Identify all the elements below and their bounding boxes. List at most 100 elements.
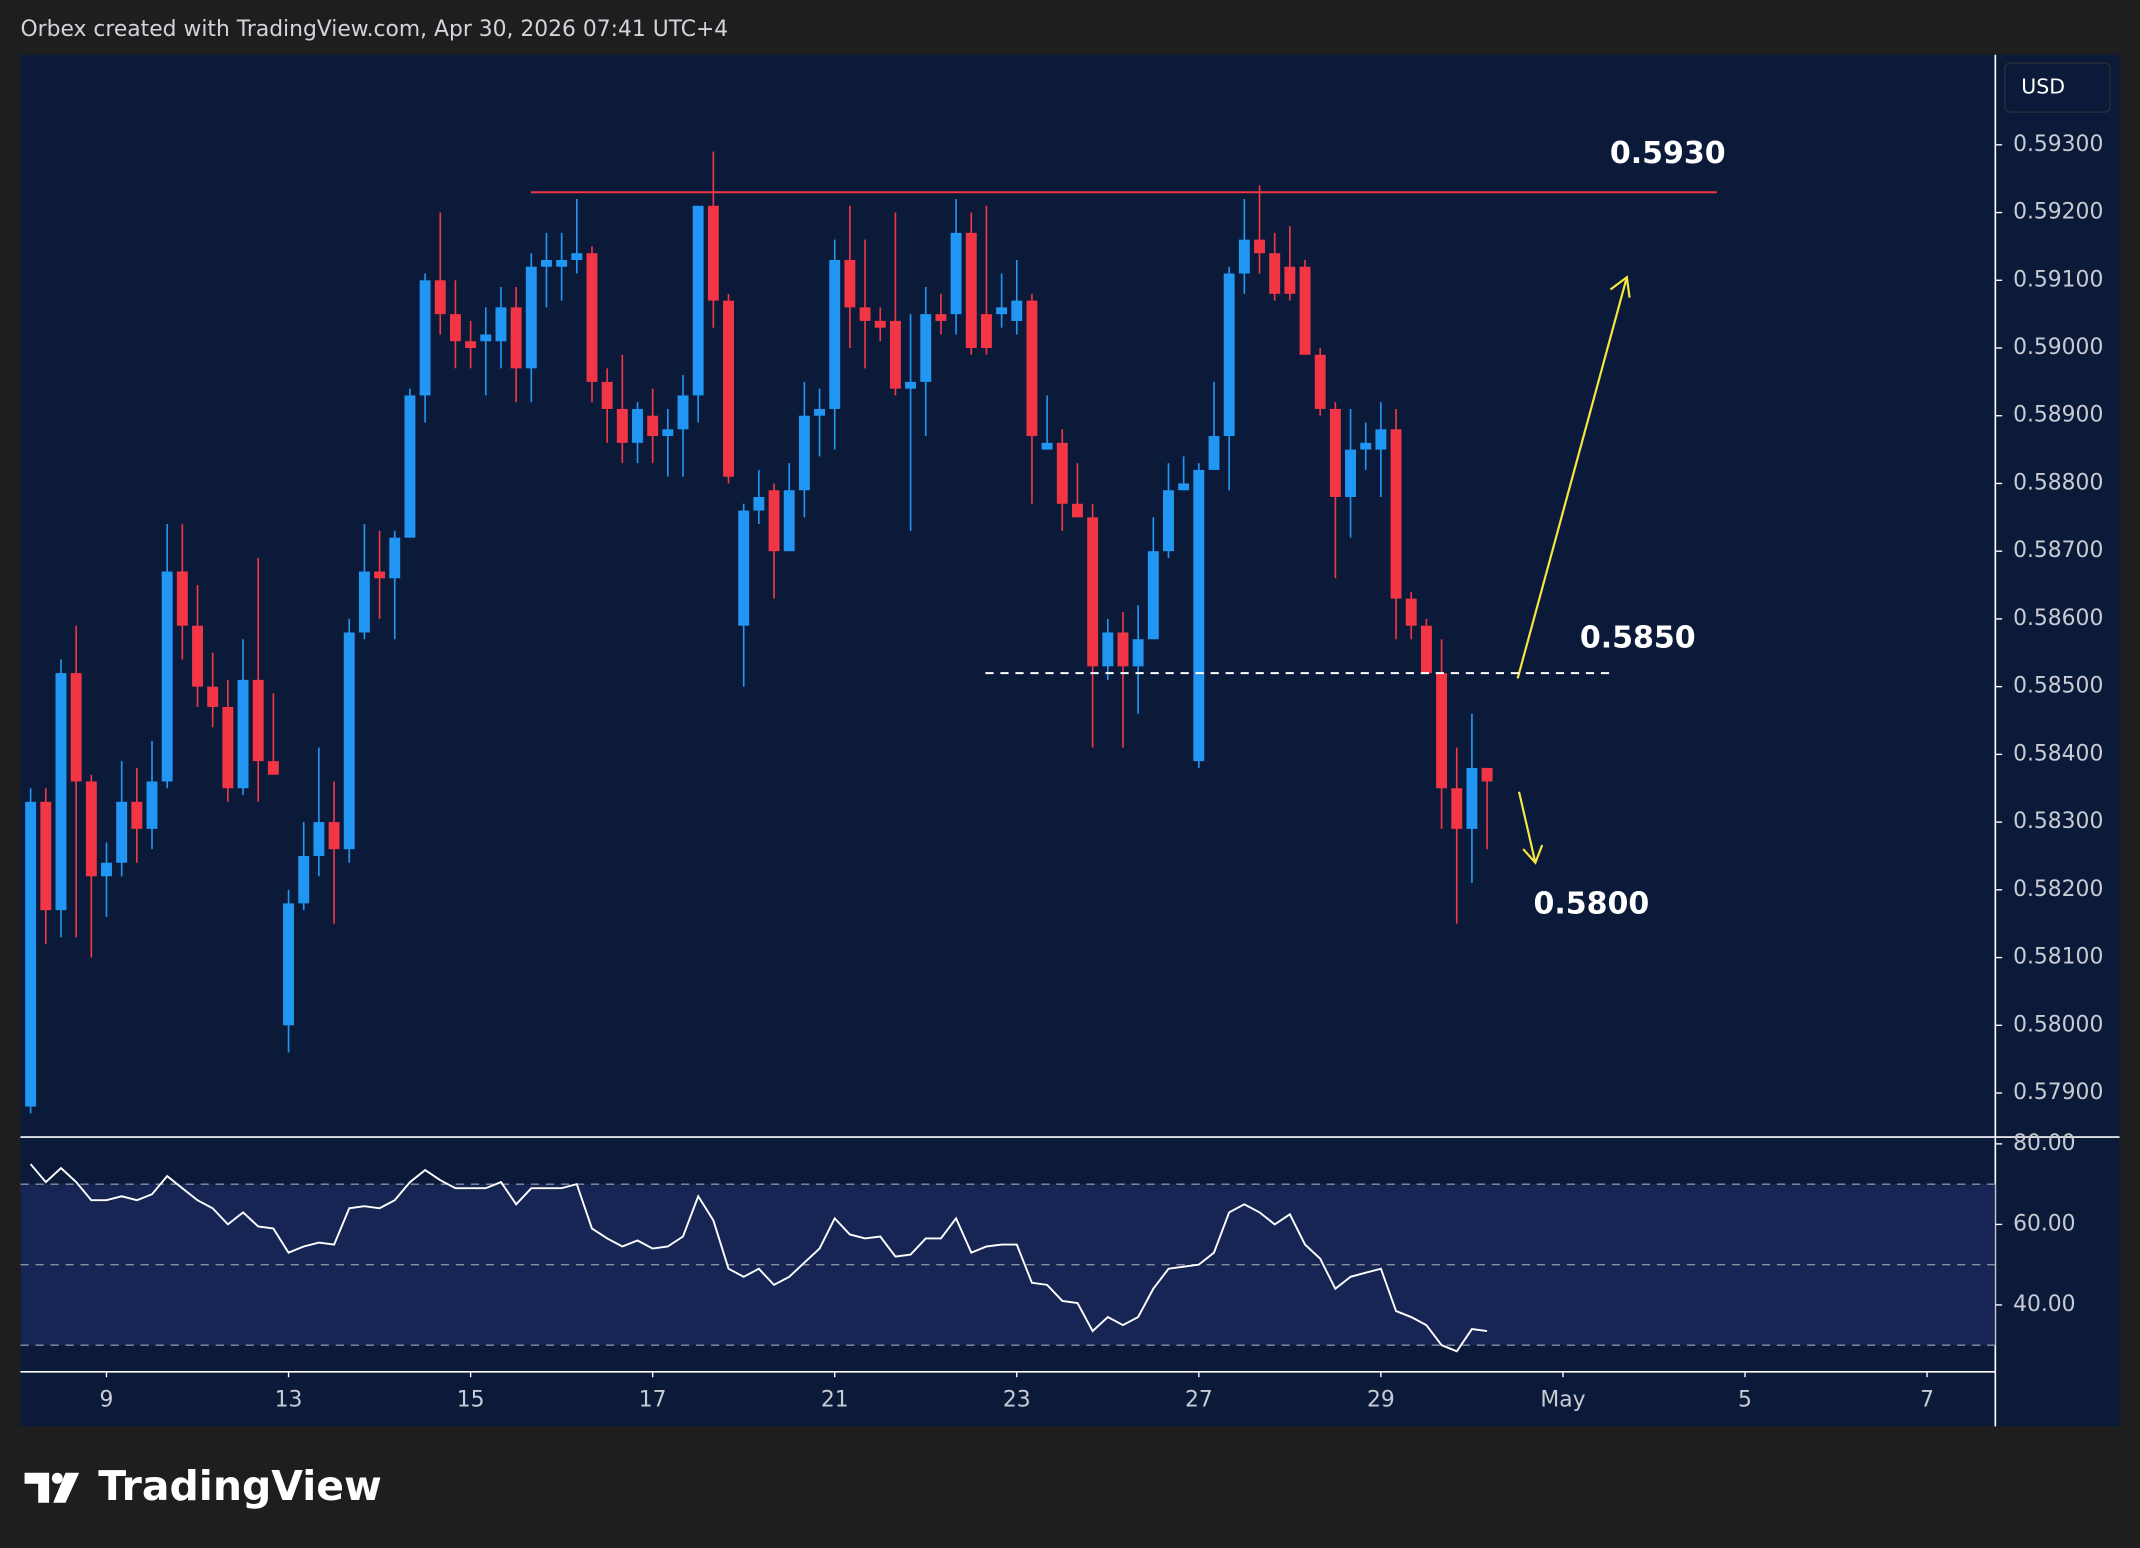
y-tick-label: 0.58900: [2013, 403, 2103, 428]
currency-box[interactable]: [2004, 62, 2111, 113]
candle-body: [1011, 300, 1023, 321]
candle-body: [601, 381, 613, 409]
candle-body: [1041, 442, 1053, 450]
candle-body: [389, 537, 401, 579]
candle-body: [1390, 429, 1402, 599]
candle-body: [25, 801, 37, 1107]
candle-body: [85, 781, 97, 877]
candle-body: [374, 571, 386, 579]
candle-body: [40, 801, 52, 911]
candle-body: [980, 314, 992, 349]
candle-body: [905, 381, 917, 389]
candle-body: [237, 679, 249, 789]
candle-body: [1223, 273, 1235, 437]
candle-body: [343, 632, 355, 850]
y-tick-label: 0.59200: [2013, 200, 2103, 225]
y-tick-label: 80.00: [2013, 1131, 2076, 1156]
candle-body: [889, 320, 901, 389]
candle-body: [768, 490, 780, 552]
candle-body: [1132, 639, 1144, 667]
candle-body: [1102, 632, 1114, 667]
x-tick-label: 27: [1185, 1387, 1213, 1412]
candle-body: [859, 307, 871, 321]
candle-body: [1360, 442, 1372, 450]
candle-body: [874, 320, 886, 328]
candle-body: [723, 300, 734, 477]
candle-body: [131, 801, 143, 829]
candle-body: [920, 314, 932, 382]
rsi-line: [29, 1163, 1488, 1353]
candle-body: [753, 497, 765, 511]
y-tick-label: 60.00: [2013, 1211, 2076, 1236]
candle-body: [1026, 300, 1038, 437]
level-label: 0.5850: [1580, 620, 1696, 655]
candle-body: [935, 314, 947, 321]
x-tick-label: 23: [1003, 1387, 1031, 1412]
candle-body: [1147, 551, 1159, 640]
candle-body: [207, 686, 219, 707]
candle-body: [1072, 503, 1083, 518]
candle-body: [1163, 490, 1174, 552]
candle-body: [1254, 239, 1265, 254]
y-tick-label: 0.57900: [2013, 1080, 2103, 1105]
candle-body: [616, 408, 628, 443]
level-label: 0.5800: [1533, 887, 1649, 922]
candle-body: [965, 232, 977, 349]
candle-body: [829, 259, 841, 409]
candle-body: [1345, 449, 1357, 498]
candle-body: [1117, 632, 1129, 667]
candle-body: [1269, 253, 1281, 294]
candle-body: [662, 429, 674, 437]
candle-body: [632, 408, 643, 443]
candle-body: [267, 761, 279, 775]
candle-body: [495, 307, 507, 342]
candle-body: [161, 571, 173, 782]
candle-body: [298, 855, 310, 904]
candle-body: [541, 259, 552, 267]
candle-body: [1193, 469, 1205, 762]
candle-body: [692, 205, 704, 396]
x-tick-label: 29: [1367, 1387, 1395, 1412]
candle-body: [814, 408, 826, 416]
candle-body: [146, 781, 158, 829]
candle-body: [222, 706, 234, 789]
candle-body: [252, 679, 264, 762]
candle-body: [647, 415, 659, 437]
candle-body: [55, 673, 67, 911]
candle-body: [1087, 517, 1099, 667]
y-tick-label: 0.58600: [2013, 606, 2103, 631]
candle-body: [1420, 625, 1432, 674]
candle-body: [783, 490, 795, 552]
candle-body: [677, 395, 689, 430]
y-tick-label: 0.59100: [2013, 267, 2103, 292]
y-tick-label: 0.58800: [2013, 470, 2103, 495]
candle-body: [358, 571, 370, 633]
x-tick-label: 7: [1920, 1387, 1934, 1412]
x-tick-label: 9: [100, 1387, 114, 1412]
candle-body: [1436, 673, 1448, 789]
currency-label[interactable]: USD: [2021, 75, 2065, 99]
level-label: 0.5930: [1610, 136, 1726, 171]
candle-body: [1329, 408, 1341, 498]
x-tick-label: 17: [639, 1387, 667, 1412]
x-tick-label: 21: [821, 1387, 849, 1412]
rsi-band: [20, 1184, 1996, 1346]
y-tick-label: 0.58400: [2013, 741, 2103, 766]
candle-body: [283, 903, 295, 1026]
candle-body: [116, 801, 128, 863]
candle-body: [313, 822, 325, 856]
y-tick-label: 0.59000: [2013, 335, 2103, 360]
x-tick-label: 13: [275, 1387, 303, 1412]
candle-body: [1299, 266, 1311, 355]
y-tick-label: 0.58000: [2013, 1012, 2103, 1037]
logo: [24, 1472, 80, 1503]
candle-body: [434, 280, 446, 315]
y-tick-label: 0.58700: [2013, 538, 2103, 563]
y-tick-label: 0.58300: [2013, 809, 2103, 834]
candle-body: [404, 395, 416, 538]
candle-body: [480, 334, 492, 342]
candle-body: [419, 280, 431, 396]
candle-body: [586, 253, 598, 382]
candle-body: [556, 259, 568, 267]
candle-body: [1178, 483, 1190, 491]
